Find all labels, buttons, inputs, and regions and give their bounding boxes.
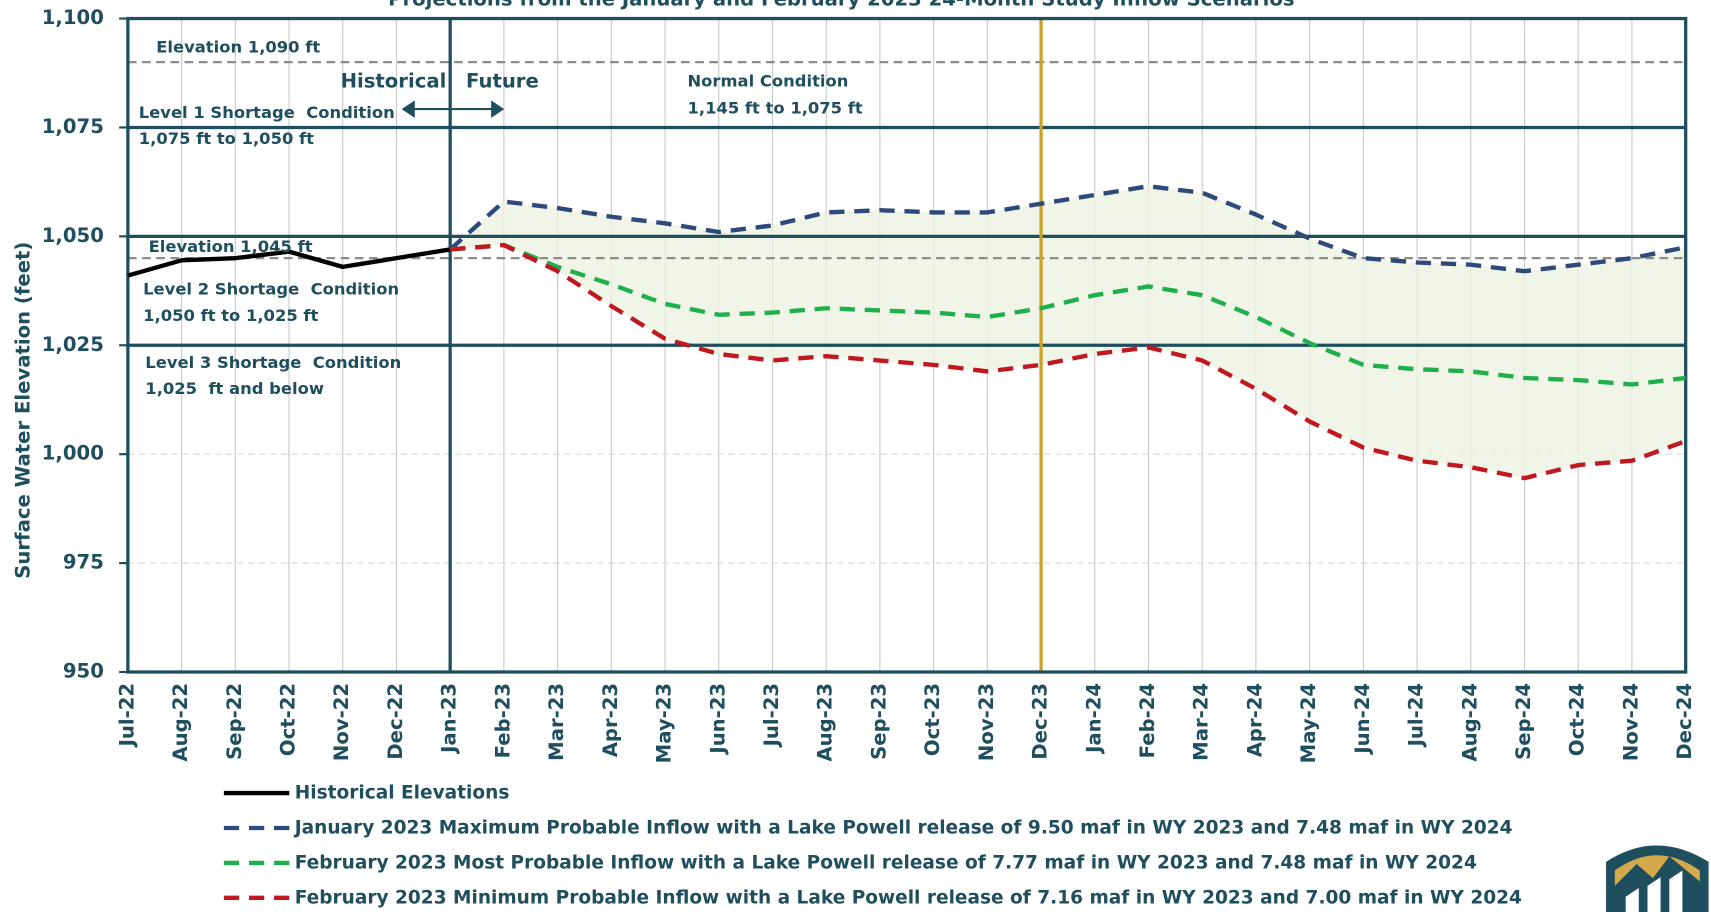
x-tick-label: Sep-22 — [223, 683, 246, 760]
y-tick-label: 975 — [63, 551, 104, 574]
annotation: 1,025 ft and below — [145, 379, 324, 398]
x-tick-label: Sep-23 — [867, 683, 890, 760]
x-tick-label: Aug-23 — [814, 683, 837, 762]
x-tick-label: Feb-24 — [1136, 683, 1159, 758]
x-tick-label: Jul-22 — [115, 683, 138, 748]
x-tick-label: Dec-22 — [384, 683, 407, 760]
x-tick-label: Jul-24 — [1405, 683, 1428, 748]
annotation: Level 1 Shortage Condition — [139, 103, 395, 122]
x-tick-label: Apr-24 — [1243, 683, 1266, 757]
annotation: Elevation 1,045 ft — [149, 237, 313, 256]
x-tick-label: Jul-23 — [760, 683, 783, 748]
legend-label: January 2023 Maximum Probable Inflow wit… — [293, 817, 1513, 838]
chart-title: Projections from the January and Februar… — [388, 0, 1294, 11]
plot-area: Jul-22 Aug-22 Sep-22 Oct-22 Nov-22 Dec-22 Jan-… — [42, 6, 1696, 763]
x-tick-label: Feb-23 — [491, 683, 514, 758]
annotation: Level 3 Shortage Condition — [145, 353, 401, 372]
x-tick-label: May-23 — [653, 683, 676, 763]
x-tick-label: Mar-24 — [1190, 683, 1213, 761]
x-tick-label: Aug-24 — [1458, 683, 1481, 762]
annotation: Normal Condition — [688, 71, 849, 90]
x-tick-label: Aug-22 — [169, 683, 192, 762]
y-tick-label: 950 — [63, 659, 104, 682]
y-axis-title: Surface Water Elevation (feet) — [12, 242, 35, 579]
series-line — [448, 184, 1687, 274]
x-tick-label: Sep-24 — [1512, 683, 1535, 760]
x-tick-label: Nov-24 — [1619, 683, 1642, 761]
x-tick-label: Oct-22 — [277, 683, 300, 756]
x-tick-label: Mar-23 — [545, 683, 568, 761]
legend-label: February 2023 Minimum Probable Inflow wi… — [295, 887, 1522, 908]
y-tick-label: 1,100 — [42, 6, 104, 29]
annotations: Elevation 1,090 ft Historical Future Nor… — [139, 38, 863, 398]
plot-frame — [126, 16, 1688, 674]
x-tick-label: Dec-24 — [1673, 683, 1696, 760]
x-tick-label: Nov-23 — [975, 683, 998, 761]
annotation: 1,145 ft to 1,075 ft — [688, 99, 863, 118]
x-tick-label: Jan-23 — [438, 683, 461, 755]
annotation: Elevation 1,090 ft — [156, 38, 320, 57]
annotation: Historical — [341, 69, 447, 92]
y-tick-label: 1,050 — [42, 224, 104, 247]
annotation: Level 2 Shortage Condition — [143, 280, 399, 299]
range-band — [450, 186, 1686, 479]
annotation: Future — [466, 69, 539, 92]
x-tick-label: Apr-23 — [599, 683, 622, 757]
y-tick-label: 1,000 — [42, 442, 104, 465]
series-line — [449, 242, 1686, 387]
legend-label: Historical Elevations — [295, 783, 510, 804]
series-line — [127, 247, 451, 278]
x-tick-label: Jan-24 — [1082, 683, 1105, 755]
x-tick-label: Dec-23 — [1029, 683, 1052, 760]
x-tick-label: May-24 — [1297, 683, 1320, 763]
annotation: 1,050 ft to 1,025 ft — [143, 306, 318, 325]
x-tick-label: Jun-24 — [1351, 683, 1374, 756]
y-tick-label: 1,075 — [42, 115, 104, 138]
x-tick-label: Oct-24 — [1566, 683, 1589, 756]
annotation: 1,075 ft to 1,050 ft — [139, 129, 314, 148]
arrow — [401, 100, 505, 118]
logo — [1606, 845, 1709, 912]
x-tick-label: Oct-23 — [921, 683, 944, 756]
y-tick-label: 1,025 — [42, 333, 104, 356]
x-tick-label: Nov-22 — [330, 683, 353, 761]
x-tick-label: Jun-23 — [706, 683, 729, 756]
legend-label: February 2023 Most Probable Inflow with … — [295, 852, 1477, 873]
series-line — [449, 242, 1687, 481]
